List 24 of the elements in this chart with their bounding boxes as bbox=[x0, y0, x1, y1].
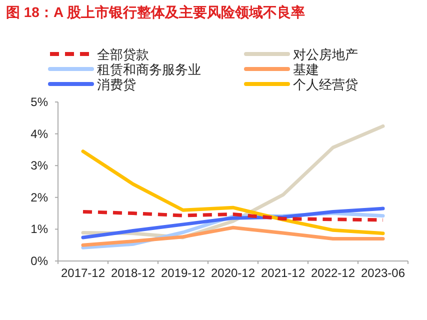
y-tick-label: 3% bbox=[30, 158, 48, 173]
legend-label: 全部贷款 bbox=[97, 47, 149, 62]
line-series bbox=[81, 210, 385, 222]
x-tick-label: 2020-12 bbox=[210, 266, 256, 280]
y-tick-label: 2% bbox=[30, 190, 48, 204]
legend-label: 对公房地产 bbox=[293, 47, 358, 62]
x-tick-label: 2022-12 bbox=[310, 266, 356, 280]
x-tick-label: 2021-12 bbox=[260, 266, 306, 280]
line-series bbox=[81, 226, 385, 247]
legend-label: 租赁和商务服务业 bbox=[97, 62, 201, 77]
y-tick-label: 0% bbox=[30, 254, 48, 268]
chart-title: 图 18：A 股上市银行整体及主要风险领域不良率 bbox=[6, 4, 305, 20]
y-tick-label: 5% bbox=[30, 95, 48, 109]
x-tick-label: 2017-12 bbox=[60, 266, 106, 280]
line-series bbox=[81, 206, 385, 240]
legend-label: 消费贷 bbox=[97, 77, 136, 92]
x-tick-label: 2023-06 bbox=[360, 266, 406, 280]
y-tick-label: 1% bbox=[30, 222, 48, 236]
legend-label: 个人经营贷 bbox=[293, 77, 358, 92]
y-tick-label: 4% bbox=[30, 126, 48, 141]
legend-label: 基建 bbox=[293, 62, 319, 77]
line-series bbox=[81, 150, 385, 236]
x-tick-label: 2019-12 bbox=[160, 266, 206, 280]
x-tick-label: 2018-12 bbox=[110, 266, 156, 280]
